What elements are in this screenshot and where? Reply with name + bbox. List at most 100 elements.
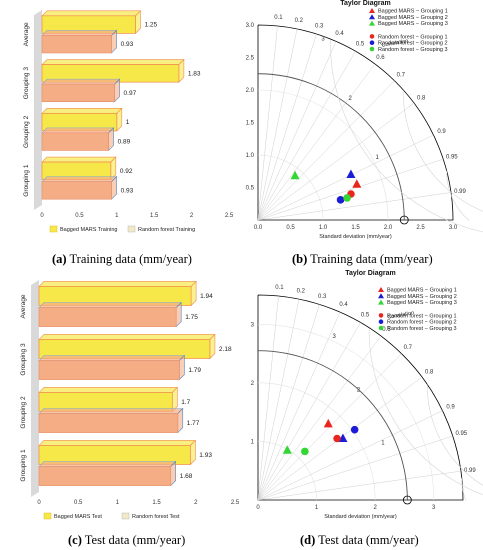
bar-top-face <box>41 59 185 65</box>
bar-front-face <box>38 360 180 380</box>
bar-top-face <box>41 10 142 17</box>
bar <box>38 460 177 487</box>
data-point-circle <box>336 196 345 204</box>
data-point-triangle <box>346 169 356 178</box>
chart-title: Taylor Diagram <box>340 0 390 7</box>
bar-front-face <box>41 83 115 103</box>
x-tick-label: 0 <box>37 500 41 506</box>
bar-top-face <box>38 302 182 308</box>
bar-front-face <box>41 132 109 151</box>
legend-marker <box>378 313 384 318</box>
bar-top-face <box>41 30 118 36</box>
x-tick-label: 1 <box>315 505 319 511</box>
x-tick-label: 0.0 <box>254 225 263 231</box>
bar-front-face <box>41 35 112 54</box>
x-tick-label: 1.5 <box>351 225 360 231</box>
correlation-label: 0.9 <box>446 405 455 411</box>
bar-top-face <box>38 355 186 361</box>
correlation-label: 0.95 <box>455 431 467 437</box>
correlation-gridline <box>257 304 320 501</box>
data-point-triangle <box>323 418 333 428</box>
x-tick-label: 2.5 <box>225 213 234 219</box>
category-label: Grouping 3 <box>20 343 27 376</box>
legend-marker <box>378 293 384 299</box>
correlation-label: 0.5 <box>361 313 370 319</box>
data-label: 1.25 <box>145 22 158 29</box>
x-tick-label: 2 <box>190 213 194 219</box>
bar <box>41 58 185 83</box>
legend-marker <box>369 14 375 20</box>
correlation-gridline <box>257 299 300 501</box>
legend-label: Random forest − Grouping 3 <box>387 326 457 332</box>
bar-front-face <box>38 413 179 433</box>
bar-top-face <box>38 387 179 393</box>
rms-contour <box>402 90 483 212</box>
reference-std-arc <box>257 73 405 221</box>
std-gridline <box>257 323 435 501</box>
chart-back-wall <box>34 10 42 210</box>
legend-swatch-bagged <box>43 512 52 520</box>
correlation-gridline <box>257 192 452 221</box>
rms-label: 2 <box>357 387 361 393</box>
correlation-label: 0.1 <box>274 15 283 21</box>
category-label: Grouping 1 <box>20 449 27 482</box>
correlation-gridline <box>257 102 415 221</box>
std-gridline <box>257 382 376 501</box>
rms-contour <box>329 39 483 233</box>
legend-label: Bagged MARS − Grouping 2 <box>378 15 448 21</box>
y-tick-label: 2.0 <box>246 88 255 94</box>
data-point-triangle <box>290 170 300 180</box>
category-label: Grouping 1 <box>23 164 30 197</box>
caption-c: (c) Test data (mm/year) <box>68 533 185 547</box>
correlation-gridline <box>257 25 278 221</box>
data-label: 0.93 <box>121 41 134 48</box>
correlation-gridline <box>257 80 395 221</box>
panel-b-taylor-diagram: Taylor Diagram 0.0 0.5 0.5 1.0 1.0 1.5 1.5 2.0 2.… <box>246 0 483 240</box>
x-tick-label: 0.5 <box>75 213 84 219</box>
data-point-triangle <box>282 445 292 454</box>
data-label: 1.79 <box>188 367 201 374</box>
correlation-label: 0.8 <box>425 370 434 376</box>
correlation-label: 0.2 <box>297 288 306 294</box>
y-tick-label: 1 <box>251 439 255 445</box>
chart-title: Taylor Diagram <box>345 270 395 277</box>
legend-swatch-rf <box>127 225 136 233</box>
data-label: 1.93 <box>199 452 212 459</box>
legend-swatch-rf <box>121 512 130 520</box>
correlation-label: 0.4 <box>339 302 348 308</box>
bar <box>38 301 182 328</box>
data-point-circle <box>333 434 341 443</box>
legend-marker <box>378 319 384 325</box>
x-tick-label: 1 <box>115 213 119 219</box>
x-tick-label: 1 <box>116 500 120 506</box>
bar <box>38 354 186 381</box>
bar <box>41 175 118 200</box>
bar <box>41 78 121 103</box>
correlation-label: 0.7 <box>404 345 413 351</box>
data-label: 1.83 <box>188 70 201 77</box>
correlation-gridline <box>257 322 361 501</box>
taylor-frame <box>257 24 454 221</box>
panel-c-bar-chart: Grouping 1 1.93 1.68 Grouping 2 1.7 1.77 Group… <box>20 280 240 520</box>
correlation-label: 0.5 <box>356 41 365 47</box>
x-tick-label: 1.0 <box>319 225 328 231</box>
x-tick-label: 0.5 <box>286 225 295 231</box>
bar <box>41 29 118 54</box>
y-tick-label: 2.5 <box>246 56 255 62</box>
y-tick-label: 1.0 <box>246 153 255 159</box>
correlation-label: 0.1 <box>275 285 284 291</box>
legend-label: Random forest Test <box>132 514 180 520</box>
reference-std-arc <box>257 350 408 501</box>
x-tick-label: 0.5 <box>74 500 83 506</box>
correlation-label: 0.99 <box>464 468 476 474</box>
legend-label: Bagged MARS − Grouping 1 <box>387 288 457 294</box>
bar-top-face <box>38 408 184 414</box>
bar <box>38 280 197 307</box>
bar <box>41 10 142 35</box>
correlation-label: 0.99 <box>454 189 466 195</box>
legend-label: Random forest − Grouping 3 <box>378 47 448 53</box>
panel-a-bar-chart: Grouping 1 0.92 0.93 Grouping 2 1 0.89 Groupin… <box>23 10 234 233</box>
bar <box>41 156 117 181</box>
data-label: 2.18 <box>219 346 232 353</box>
caption-b: (b) Training data (mm/year) <box>292 252 433 266</box>
